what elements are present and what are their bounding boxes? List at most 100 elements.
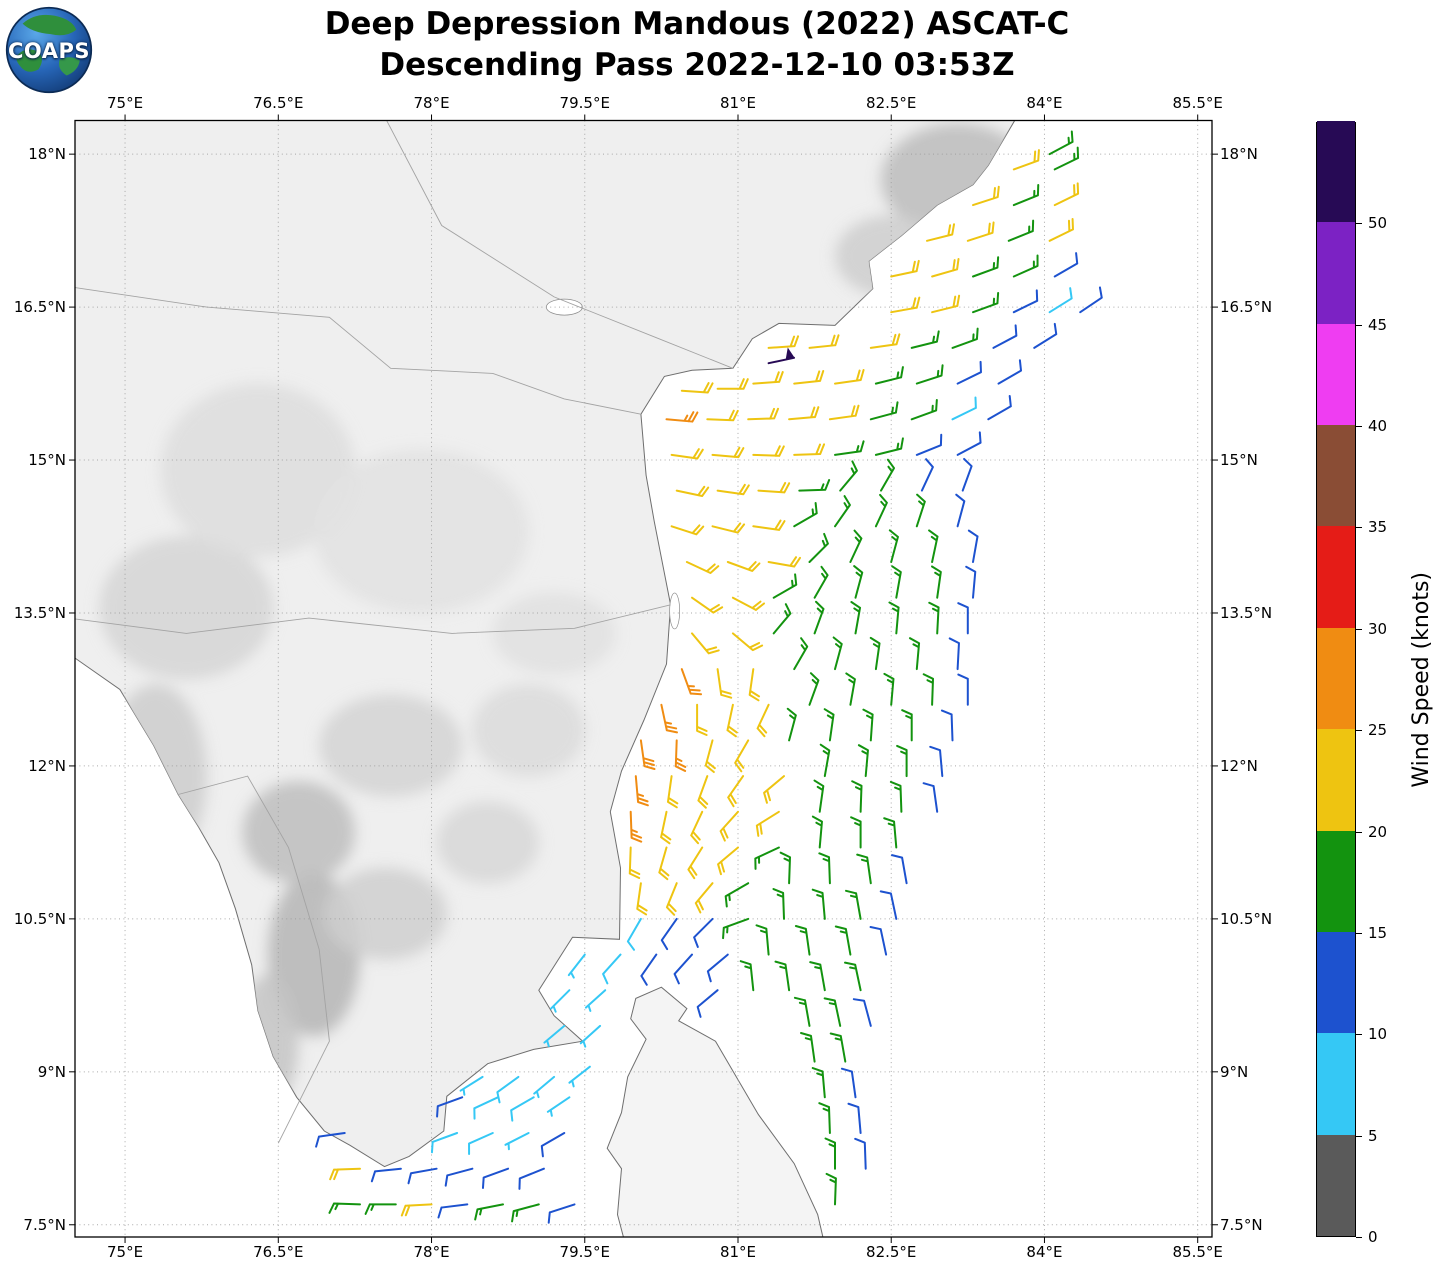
barb-strokes <box>808 672 820 706</box>
wind-barb <box>793 443 826 456</box>
coaps-logo-text: COAPS <box>8 39 90 63</box>
barb-strokes <box>1012 254 1039 278</box>
barb-strokes <box>922 673 935 706</box>
barb-strokes <box>793 637 809 671</box>
barb-strokes <box>364 1203 397 1215</box>
colorbar <box>1316 120 1356 1237</box>
barb-strokes <box>670 448 704 460</box>
state-boundary <box>75 287 641 415</box>
barb-strokes <box>755 810 780 837</box>
barb-strokes <box>850 816 862 849</box>
barb-strokes <box>696 703 708 736</box>
lon-tick-label-bottom: 75°E <box>107 1243 144 1261</box>
wind-barb <box>857 744 869 778</box>
wind-barb <box>839 460 858 492</box>
wind-barb <box>722 917 750 940</box>
wind-barb <box>734 739 750 773</box>
lat-tick-label-left: 9°N <box>37 1062 66 1081</box>
barb-strokes <box>972 185 1000 207</box>
wind-barb <box>793 501 818 528</box>
barb-strokes <box>811 1067 826 1099</box>
wind-barb <box>786 707 797 742</box>
wind-barb <box>951 396 977 421</box>
barb-strokes <box>890 296 921 314</box>
wind-barb <box>930 565 942 599</box>
lon-tick-label-top: 84°E <box>1026 94 1063 112</box>
wind-barb <box>818 852 831 885</box>
wind-barb-layer <box>315 130 1103 1224</box>
pulicat-lake <box>669 592 681 630</box>
wind-barb <box>922 782 939 813</box>
wind-barb <box>915 493 926 528</box>
srilanka-landmass <box>606 986 824 1237</box>
barb-strokes <box>694 882 714 914</box>
wind-barb <box>685 561 720 574</box>
wind-barb <box>634 775 649 807</box>
barb-strokes <box>967 529 979 563</box>
barb-strokes <box>640 953 658 986</box>
barb-strokes <box>891 854 908 885</box>
wind-barb <box>1012 289 1039 314</box>
lat-tick-label-right: 9°N <box>1220 1062 1249 1081</box>
colorbar-tick-label: 25 <box>1368 721 1388 740</box>
wind-barb <box>850 816 862 849</box>
wind-barb <box>629 810 643 843</box>
colorbar-segment <box>1317 1032 1355 1135</box>
barb-strokes <box>808 334 840 349</box>
barb-strokes <box>430 1132 459 1154</box>
wind-barb <box>869 401 899 421</box>
wind-barb <box>825 1172 837 1206</box>
barb-strokes <box>823 708 835 742</box>
wind-barb <box>706 953 729 983</box>
barb-strokes <box>602 953 622 985</box>
wind-barb <box>752 371 784 385</box>
wind-barb <box>473 1096 499 1120</box>
wind-barb <box>1012 149 1040 171</box>
barb-strokes <box>794 925 811 956</box>
wind-barb <box>888 529 899 563</box>
wind-barb <box>1048 218 1074 242</box>
terrain-patch <box>313 449 529 614</box>
wind-barb <box>1007 219 1035 242</box>
barb-strokes <box>818 852 831 885</box>
barb-strokes <box>691 596 724 614</box>
barb-strokes <box>997 359 1023 385</box>
barb-strokes <box>665 411 699 423</box>
wind-barb <box>767 556 801 568</box>
barb-strokes <box>928 529 939 563</box>
barb-strokes <box>510 1096 535 1122</box>
wind-barb <box>940 709 954 742</box>
wind-barb <box>666 775 679 809</box>
wind-barb <box>813 779 825 813</box>
barb-strokes <box>813 565 829 599</box>
wind-barb <box>869 333 901 349</box>
wind-barb <box>808 532 829 563</box>
barb-strokes <box>972 291 1000 314</box>
terrain-patch <box>324 867 447 960</box>
lat-tick-label-right: 12°N <box>1220 756 1258 775</box>
lon-tick-label-bottom: 85.5°E <box>1172 1243 1223 1261</box>
wind-barb <box>811 815 823 849</box>
wind-barb <box>832 636 843 671</box>
wind-barb <box>869 636 881 671</box>
barb-strokes <box>660 917 678 951</box>
colorbar-tick-mark <box>1356 324 1362 326</box>
wind-barb <box>856 853 872 885</box>
barb-strokes <box>879 890 898 920</box>
barb-strokes <box>752 519 786 531</box>
colorbar-tick-mark <box>1356 223 1362 225</box>
lon-tick-label-top: 76.5°E <box>253 94 304 112</box>
barb-strokes <box>845 672 856 706</box>
colorbar-tick-mark <box>1356 628 1362 630</box>
wind-barb <box>673 953 693 985</box>
wind-barb <box>1012 183 1040 207</box>
wind-barb <box>724 882 750 908</box>
barb-strokes <box>547 1203 576 1224</box>
terrain-patch <box>242 781 355 884</box>
plot-frame <box>74 119 1213 1238</box>
wind-barb <box>874 366 904 385</box>
wind-barb <box>716 668 733 699</box>
wind-barb <box>639 739 656 770</box>
wind-barb <box>726 703 738 738</box>
barb-strokes <box>680 382 714 394</box>
